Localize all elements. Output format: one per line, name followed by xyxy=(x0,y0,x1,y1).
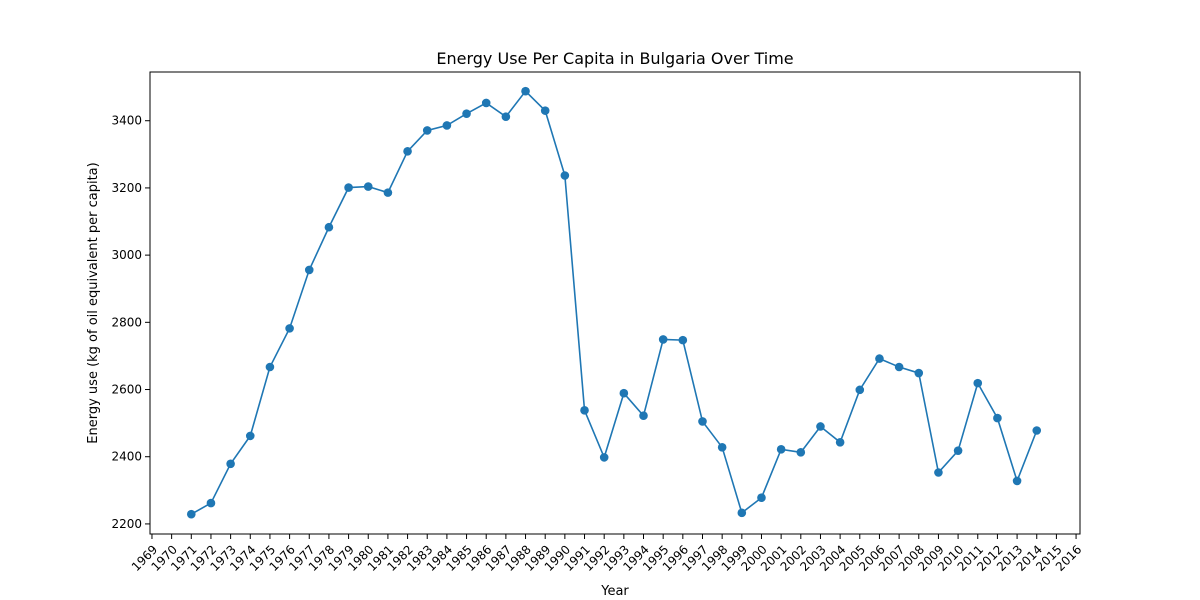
data-point xyxy=(678,335,688,345)
data-point xyxy=(540,106,550,115)
y-tick-label: 2400 xyxy=(111,450,142,464)
data-point xyxy=(501,112,511,121)
data-point xyxy=(186,509,196,519)
data-point xyxy=(560,171,570,180)
y-tick-label: 2800 xyxy=(111,315,142,329)
y-tick-label: 3400 xyxy=(111,114,142,128)
data-point xyxy=(206,498,216,508)
data-point xyxy=(875,354,884,363)
data-point xyxy=(481,98,491,108)
data-point xyxy=(403,146,412,156)
series-line xyxy=(190,89,1038,515)
data-point xyxy=(639,411,648,421)
data-point xyxy=(835,437,845,447)
data-point xyxy=(973,378,983,388)
x-axis-label: Year xyxy=(600,584,629,599)
data-point xyxy=(226,459,235,469)
data-point xyxy=(993,413,1002,423)
data-point xyxy=(934,468,943,477)
data-point xyxy=(304,265,314,275)
y-tick-label: 3000 xyxy=(111,248,142,262)
data-point xyxy=(816,422,825,431)
y-axis: 2200 2400 2600 2800 3000 3200 3400 xyxy=(111,114,150,531)
data-point xyxy=(855,385,865,395)
data-point xyxy=(442,121,452,130)
data-point xyxy=(324,222,334,232)
data-point xyxy=(521,86,530,96)
y-tick-label: 3200 xyxy=(111,181,142,195)
data-point xyxy=(599,453,609,462)
series-layer xyxy=(186,86,1042,519)
data-point xyxy=(285,324,294,333)
data-point xyxy=(422,126,432,135)
data-point xyxy=(619,388,629,398)
data-point xyxy=(717,443,727,452)
chart-title: Energy Use Per Capita in Bulgaria Over T… xyxy=(436,49,793,68)
data-point xyxy=(245,431,255,441)
data-point xyxy=(344,183,353,192)
data-point xyxy=(757,493,766,503)
y-tick-label: 2200 xyxy=(111,517,142,531)
data-point xyxy=(383,188,393,197)
data-point xyxy=(776,445,786,454)
plot-area xyxy=(149,71,1081,535)
data-point xyxy=(363,182,373,191)
data-point xyxy=(658,335,668,344)
data-point xyxy=(580,406,589,415)
data-point xyxy=(796,448,806,457)
data-point xyxy=(698,417,707,426)
data-point xyxy=(1012,476,1022,486)
data-point xyxy=(953,446,963,455)
data-point xyxy=(737,508,747,518)
data-point xyxy=(894,362,904,372)
data-point xyxy=(914,368,924,378)
data-point xyxy=(1032,426,1042,435)
y-tick-label: 2600 xyxy=(111,383,142,397)
x-axis: 1969197019711972197319741975197619771978… xyxy=(129,534,1084,574)
y-axis-label: Energy use (kg of oil equivalent per cap… xyxy=(86,162,101,443)
data-point xyxy=(265,362,275,372)
data-point xyxy=(462,109,471,118)
